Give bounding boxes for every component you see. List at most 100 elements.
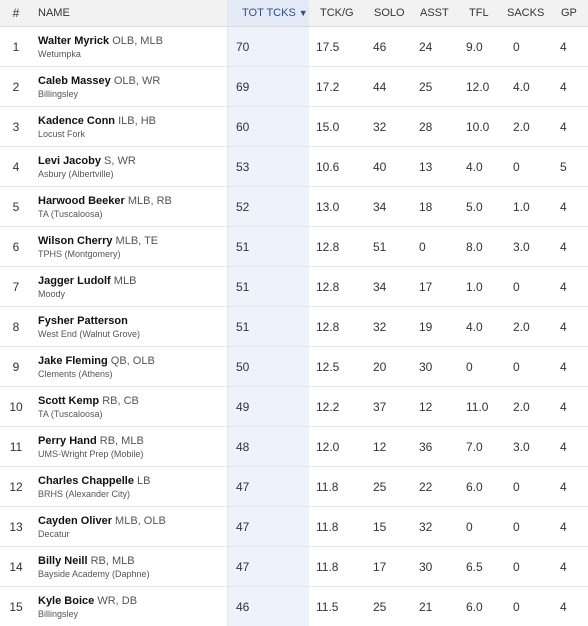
player-name-link[interactable]: Charles Chappelle <box>38 474 134 487</box>
player-name-link[interactable]: Levi Jacoby <box>38 154 101 167</box>
player-school: West End (Walnut Grove) <box>38 328 141 339</box>
gp-cell: 4 <box>560 199 567 214</box>
gp-cell: 4 <box>560 559 567 574</box>
tck-per-game-cell: 15.0 <box>316 119 340 134</box>
tot-tcks-cell: 47 <box>228 547 309 586</box>
player-name-link[interactable]: Walter Myrick <box>38 34 110 47</box>
solo-cell: 34 <box>373 199 387 214</box>
player-name-link[interactable]: Jake Fleming <box>38 354 108 367</box>
player-name-link[interactable]: Wilson Cherry <box>38 234 113 247</box>
tot-tcks-cell: 49 <box>228 387 309 426</box>
tck-per-game-cell: 17.5 <box>316 39 340 54</box>
asst-cell: 30 <box>419 559 433 574</box>
tck-per-game-cell: 11.8 <box>316 519 339 534</box>
solo-cell: 51 <box>373 239 387 254</box>
solo-cell: 25 <box>373 599 387 614</box>
rank-cell: 9 <box>12 359 20 374</box>
player-name-link[interactable]: Caleb Massey <box>38 74 111 87</box>
table-row: 4 Levi Jacoby S, WR Asbury (Albertville) 53… <box>0 147 588 187</box>
col-header-tot-tcks[interactable]: TOT TCKS ▼ <box>228 0 309 26</box>
player-line: Billy Neill RB, MLB <box>38 554 135 568</box>
player-name-link[interactable]: Billy Neill <box>38 554 88 567</box>
table-row: 13 Cayden Oliver MLB, OLB Decatur 47 11.8 15 3… <box>0 507 588 547</box>
player-name-link[interactable]: Perry Hand <box>38 434 97 447</box>
col-header-tck-per-game[interactable]: TCK/G <box>320 7 354 19</box>
asst-cell: 22 <box>419 479 433 494</box>
tot-tcks-cell: 52 <box>228 187 309 226</box>
player-line: Walter Myrick OLB, MLB <box>38 34 163 48</box>
player-cell: Scott Kemp RB, CB TA (Tuscaloosa) <box>32 387 228 426</box>
asst-cell: 21 <box>419 599 433 614</box>
sacks-cell: 2.0 <box>513 399 530 414</box>
col-header-name[interactable]: NAME <box>32 0 228 26</box>
col-header-sacks[interactable]: SACKS <box>507 7 545 19</box>
player-cell: Walter Myrick OLB, MLB Wetumpka <box>32 27 228 66</box>
gp-cell: 4 <box>560 79 567 94</box>
asst-cell: 30 <box>419 359 433 374</box>
tfl-cell: 1.0 <box>466 279 483 294</box>
col-header-gp[interactable]: GP <box>561 7 577 19</box>
solo-cell: 44 <box>373 79 387 94</box>
sacks-cell: 0 <box>513 159 520 174</box>
rank-cell: 3 <box>12 119 20 134</box>
asst-cell: 25 <box>419 79 433 94</box>
player-name-link[interactable]: Jagger Ludolf <box>38 274 111 287</box>
player-name-link[interactable]: Harwood Beeker <box>38 194 125 207</box>
player-cell: Levi Jacoby S, WR Asbury (Albertville) <box>32 147 228 186</box>
player-cell: Billy Neill RB, MLB Bayside Academy (Daph… <box>32 547 228 586</box>
sacks-cell: 0 <box>513 599 520 614</box>
col-header-rank[interactable]: # <box>12 6 20 20</box>
table-row: 8 Fysher Patterson West End (Walnut Grove… <box>0 307 588 347</box>
player-position: RB, MLB <box>90 554 135 567</box>
tot-tcks-cell: 69 <box>228 67 309 106</box>
tot-tcks-cell: 47 <box>228 507 309 546</box>
gp-cell: 5 <box>560 159 567 174</box>
asst-cell: 32 <box>419 519 433 534</box>
tfl-cell: 11.0 <box>466 399 489 414</box>
tfl-cell: 8.0 <box>466 239 483 254</box>
player-position: QB, OLB <box>110 354 155 367</box>
gp-cell: 4 <box>560 279 567 294</box>
tot-tcks-cell: 50 <box>228 347 309 386</box>
tfl-cell: 12.0 <box>466 79 490 94</box>
col-header-asst[interactable]: ASST <box>420 7 449 19</box>
player-name-link[interactable]: Kyle Boice <box>38 594 95 607</box>
tfl-cell: 4.0 <box>466 319 483 334</box>
player-school: Decatur <box>38 528 70 539</box>
tfl-cell: 7.0 <box>466 439 483 454</box>
solo-cell: 32 <box>373 319 387 334</box>
tot-tcks-cell: 51 <box>228 227 309 266</box>
solo-cell: 46 <box>373 39 387 54</box>
tck-per-game-cell: 12.2 <box>316 399 340 414</box>
player-name-link[interactable]: Cayden Oliver <box>38 514 112 527</box>
rank-cell: 11 <box>9 439 23 454</box>
player-name-link[interactable]: Scott Kemp <box>38 394 100 407</box>
solo-cell: 34 <box>373 279 387 294</box>
player-line: Charles Chappelle LB <box>38 474 151 488</box>
gp-cell: 4 <box>560 439 567 454</box>
table-row: 7 Jagger Ludolf MLB Moody 51 12.8 34 17 1.0 0 4 <box>0 267 588 307</box>
player-line: Fysher Patterson <box>38 314 128 328</box>
table-row: 6 Wilson Cherry MLB, TE TPHS (Montgomery) 5… <box>0 227 588 267</box>
tck-per-game-cell: 17.2 <box>316 79 340 94</box>
player-name-link[interactable]: Fysher Patterson <box>38 314 128 327</box>
player-position: OLB, WR <box>113 74 161 87</box>
table-row: 9 Jake Fleming QB, OLB Clements (Athens) 50… <box>0 347 588 387</box>
player-position: MLB, TE <box>115 234 159 247</box>
asst-cell: 18 <box>419 199 433 214</box>
player-school: TA (Tuscaloosa) <box>38 208 103 219</box>
tck-per-game-cell: 11.5 <box>316 599 339 614</box>
rank-cell: 12 <box>9 479 23 494</box>
table-row: 5 Harwood Beeker MLB, RB TA (Tuscaloosa) 52… <box>0 187 588 227</box>
player-name-link[interactable]: Kadence Conn <box>38 114 116 127</box>
col-header-solo[interactable]: SOLO <box>374 7 405 19</box>
asst-cell: 12 <box>419 399 433 414</box>
player-line: Levi Jacoby S, WR <box>38 154 136 168</box>
tck-per-game-cell: 12.8 <box>316 319 340 334</box>
asst-cell: 28 <box>419 119 433 134</box>
col-header-tfl[interactable]: TFL <box>469 7 489 19</box>
tck-per-game-cell: 11.8 <box>316 479 339 494</box>
solo-cell: 17 <box>373 559 387 574</box>
player-line: Cayden Oliver MLB, OLB <box>38 514 166 528</box>
